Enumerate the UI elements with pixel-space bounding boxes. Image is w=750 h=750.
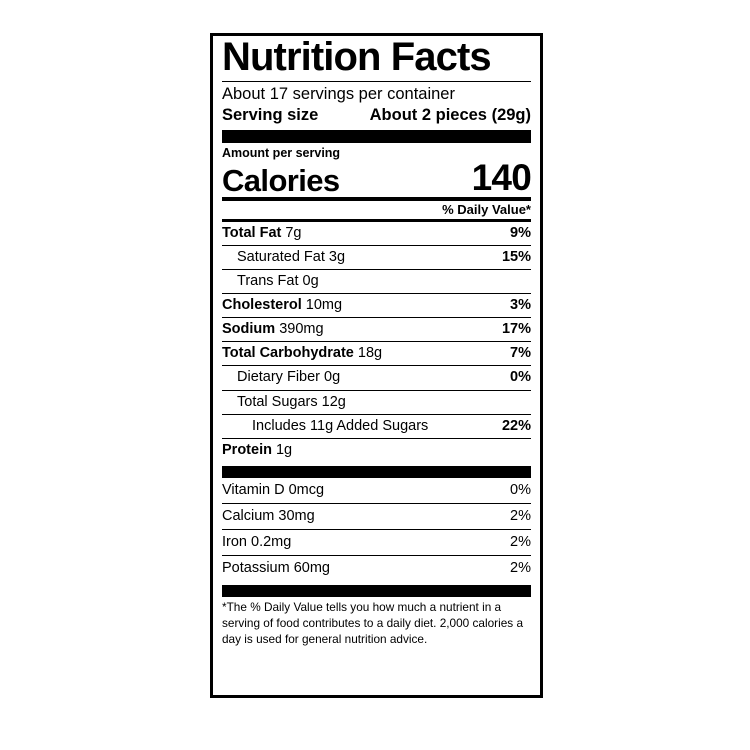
nutrient-row: Total Fat 7g 9% — [222, 218, 531, 245]
calories-row: Calories 140 — [222, 157, 532, 199]
page-title: Nutrition Facts — [222, 35, 492, 79]
daily-value-footnote: *The % Daily Value tells you how much a … — [222, 600, 523, 646]
vitamin-name: Potassium 60mg — [222, 560, 330, 577]
serving-size-row: Serving size About 2 pieces (29g) — [222, 105, 531, 126]
calories-section-bar — [222, 130, 531, 144]
title-divider — [222, 80, 531, 82]
nutrient-daily-value: 15% — [501, 248, 531, 265]
nutrient-name: Sodium 390mg — [222, 321, 324, 338]
amount-per-serving-label: Amount per serving — [222, 146, 341, 161]
nutrient-row: Dietary Fiber 0g 0% — [222, 365, 531, 389]
serving-size-value: About 2 pieces (29g) — [369, 105, 531, 124]
servings-per-container: About 17 servings per container — [222, 84, 455, 103]
nutrient-row: Protein 1g — [222, 437, 531, 462]
vitamin-daily-value: 2% — [510, 534, 531, 551]
vitamin-row: Potassium 60mg 2% — [222, 555, 531, 581]
nutrient-daily-value: 22% — [501, 417, 531, 434]
calories-label: Calories — [222, 162, 340, 198]
nutrient-row: Saturated Fat 3g 15% — [222, 244, 531, 269]
nutrition-facts-label: Nutrition Facts About 17 servings per co… — [210, 33, 543, 698]
nutrient-row: Cholesterol 10mg 3% — [222, 293, 531, 317]
vitamin-row: Iron 0.2mg 2% — [222, 529, 531, 555]
vitamin-row: Vitamin D 0mcg 0% — [222, 478, 531, 503]
nutrient-row: Total Sugars 12g — [222, 389, 531, 414]
nutrient-name: Total Carbohydrate 18g — [222, 345, 383, 362]
nutrient-name: Trans Fat 0g — [237, 272, 319, 289]
nutrient-daily-value: 9% — [510, 224, 531, 241]
vitamin-name: Iron 0.2mg — [222, 534, 292, 551]
nutrient-name: Includes 11g Added Sugars — [252, 417, 429, 434]
nutrient-name: Cholesterol 10mg — [222, 297, 343, 314]
calories-divider — [222, 196, 531, 201]
nutrient-name: Protein 1g — [222, 441, 293, 458]
serving-size-label: Serving size — [222, 105, 319, 124]
nutrient-daily-value: 0% — [510, 369, 531, 386]
nutrient-name: Saturated Fat 3g — [237, 248, 346, 265]
daily-value-header: % Daily Value* — [442, 201, 531, 217]
nutrient-name: Dietary Fiber 0g — [237, 369, 341, 386]
nutrient-list: Total Fat 7g 9% Saturated Fat 3g 15% Trans F… — [222, 218, 531, 462]
nutrient-name: Total Sugars 12g — [237, 393, 346, 410]
vitamin-daily-value: 2% — [510, 507, 531, 524]
nutrient-row: Includes 11g Added Sugars 22% — [222, 413, 531, 438]
nutrient-row: Sodium 390mg 17% — [222, 317, 531, 341]
nutrient-row: Trans Fat 0g — [222, 268, 531, 293]
vitamin-daily-value: 2% — [510, 560, 531, 577]
nutrient-row: Total Carbohydrate 18g 7% — [222, 341, 531, 365]
nutrient-daily-value: 3% — [510, 297, 531, 314]
nutrient-daily-value: 7% — [510, 345, 531, 362]
vitamin-name: Calcium 30mg — [222, 507, 315, 524]
nutrient-daily-value: 17% — [501, 321, 531, 338]
footnote-bar — [222, 585, 531, 598]
vitamin-list: Vitamin D 0mcg 0% Calcium 30mg 2% Iron 0.2mg… — [222, 478, 531, 581]
vitamin-row: Calcium 30mg 2% — [222, 502, 531, 529]
vitamin-name: Vitamin D 0mcg — [222, 481, 325, 498]
vitamins-section-bar — [222, 465, 531, 478]
vitamin-daily-value: 0% — [510, 481, 531, 498]
calories-value: 140 — [471, 157, 532, 199]
nutrient-name: Total Fat 7g — [222, 224, 302, 241]
